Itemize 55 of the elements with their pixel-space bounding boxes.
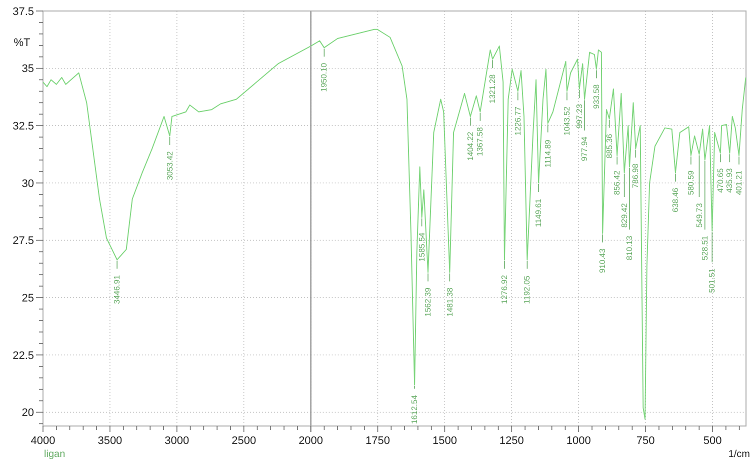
x-tick-label: 2500 <box>232 435 256 447</box>
annotation: 1043.52 <box>562 106 572 136</box>
y-tick-label: 22.5 <box>12 350 34 362</box>
x-tick-label: 1750 <box>366 435 390 447</box>
y-tick-label: 37.5 <box>12 6 34 18</box>
x-tick-label: 3500 <box>98 435 122 447</box>
annotation: 1367.58 <box>476 126 485 156</box>
annotation: 1114.89 <box>543 139 552 168</box>
annotation: 1276.92 <box>500 274 510 304</box>
y-tick-label: 30 <box>22 178 34 190</box>
annotation: 1585.54 <box>417 232 426 262</box>
annotation: 528.51 <box>700 235 710 260</box>
annotation: 856.42 <box>612 170 622 196</box>
y-tick-label: 32.5 <box>12 120 34 132</box>
annotation: 810.13 <box>625 235 634 260</box>
annotation: 885.36 <box>604 133 614 158</box>
annotation: 435.93 <box>725 168 734 193</box>
annotation: 1321.28 <box>488 74 498 104</box>
y-tick-label: 35 <box>22 63 34 76</box>
annotation: 549.73 <box>694 202 704 228</box>
x-axis-title: 1/cm <box>728 449 750 459</box>
x-tick-label: 1500 <box>432 435 457 447</box>
annotation: 470.65 <box>716 168 725 193</box>
annotation: 1481.38 <box>445 287 454 317</box>
annotation: 1226.77 <box>513 106 522 136</box>
annotation: 997.23 <box>574 104 584 129</box>
annotation: 1404.22 <box>466 131 475 161</box>
y-tick-label: 25 <box>22 292 34 304</box>
annotation: 1149.61 <box>534 198 544 228</box>
annotation: 638.46 <box>671 187 680 212</box>
x-tick-label: 4000 <box>30 435 56 447</box>
y-tick-label: 27.5 <box>12 235 34 248</box>
y-tick-label: 20 <box>22 407 34 420</box>
annotation: 910.43 <box>598 248 608 274</box>
y-axis-title: %T <box>14 37 31 49</box>
x-tick-label: 1250 <box>499 435 524 447</box>
annotation: 1562.39 <box>424 287 433 317</box>
annotation: 580.59 <box>686 170 696 196</box>
annotation: 933.58 <box>592 84 601 109</box>
text: ligan <box>44 449 66 459</box>
annotation: 1192.05 <box>522 275 532 304</box>
annotation: 401.21 <box>734 170 744 196</box>
annotation: 3053.42 <box>165 150 174 180</box>
x-tick-label: 3000 <box>164 435 190 447</box>
annotation: 501.51 <box>708 268 717 293</box>
x-tick-label: 750 <box>636 435 655 447</box>
annotation: 3446.91 <box>112 274 122 304</box>
annotation: 977.94 <box>580 136 590 162</box>
annotation: 1950.10 <box>320 62 329 92</box>
x-tick-label: 2000 <box>298 435 324 447</box>
annotation: 829.42 <box>620 202 629 228</box>
annotation: 786.98 <box>631 163 640 188</box>
annotation: 1612.54 <box>410 394 420 424</box>
x-tick-label: 500 <box>703 435 722 447</box>
x-tick-label: 1000 <box>566 435 591 447</box>
